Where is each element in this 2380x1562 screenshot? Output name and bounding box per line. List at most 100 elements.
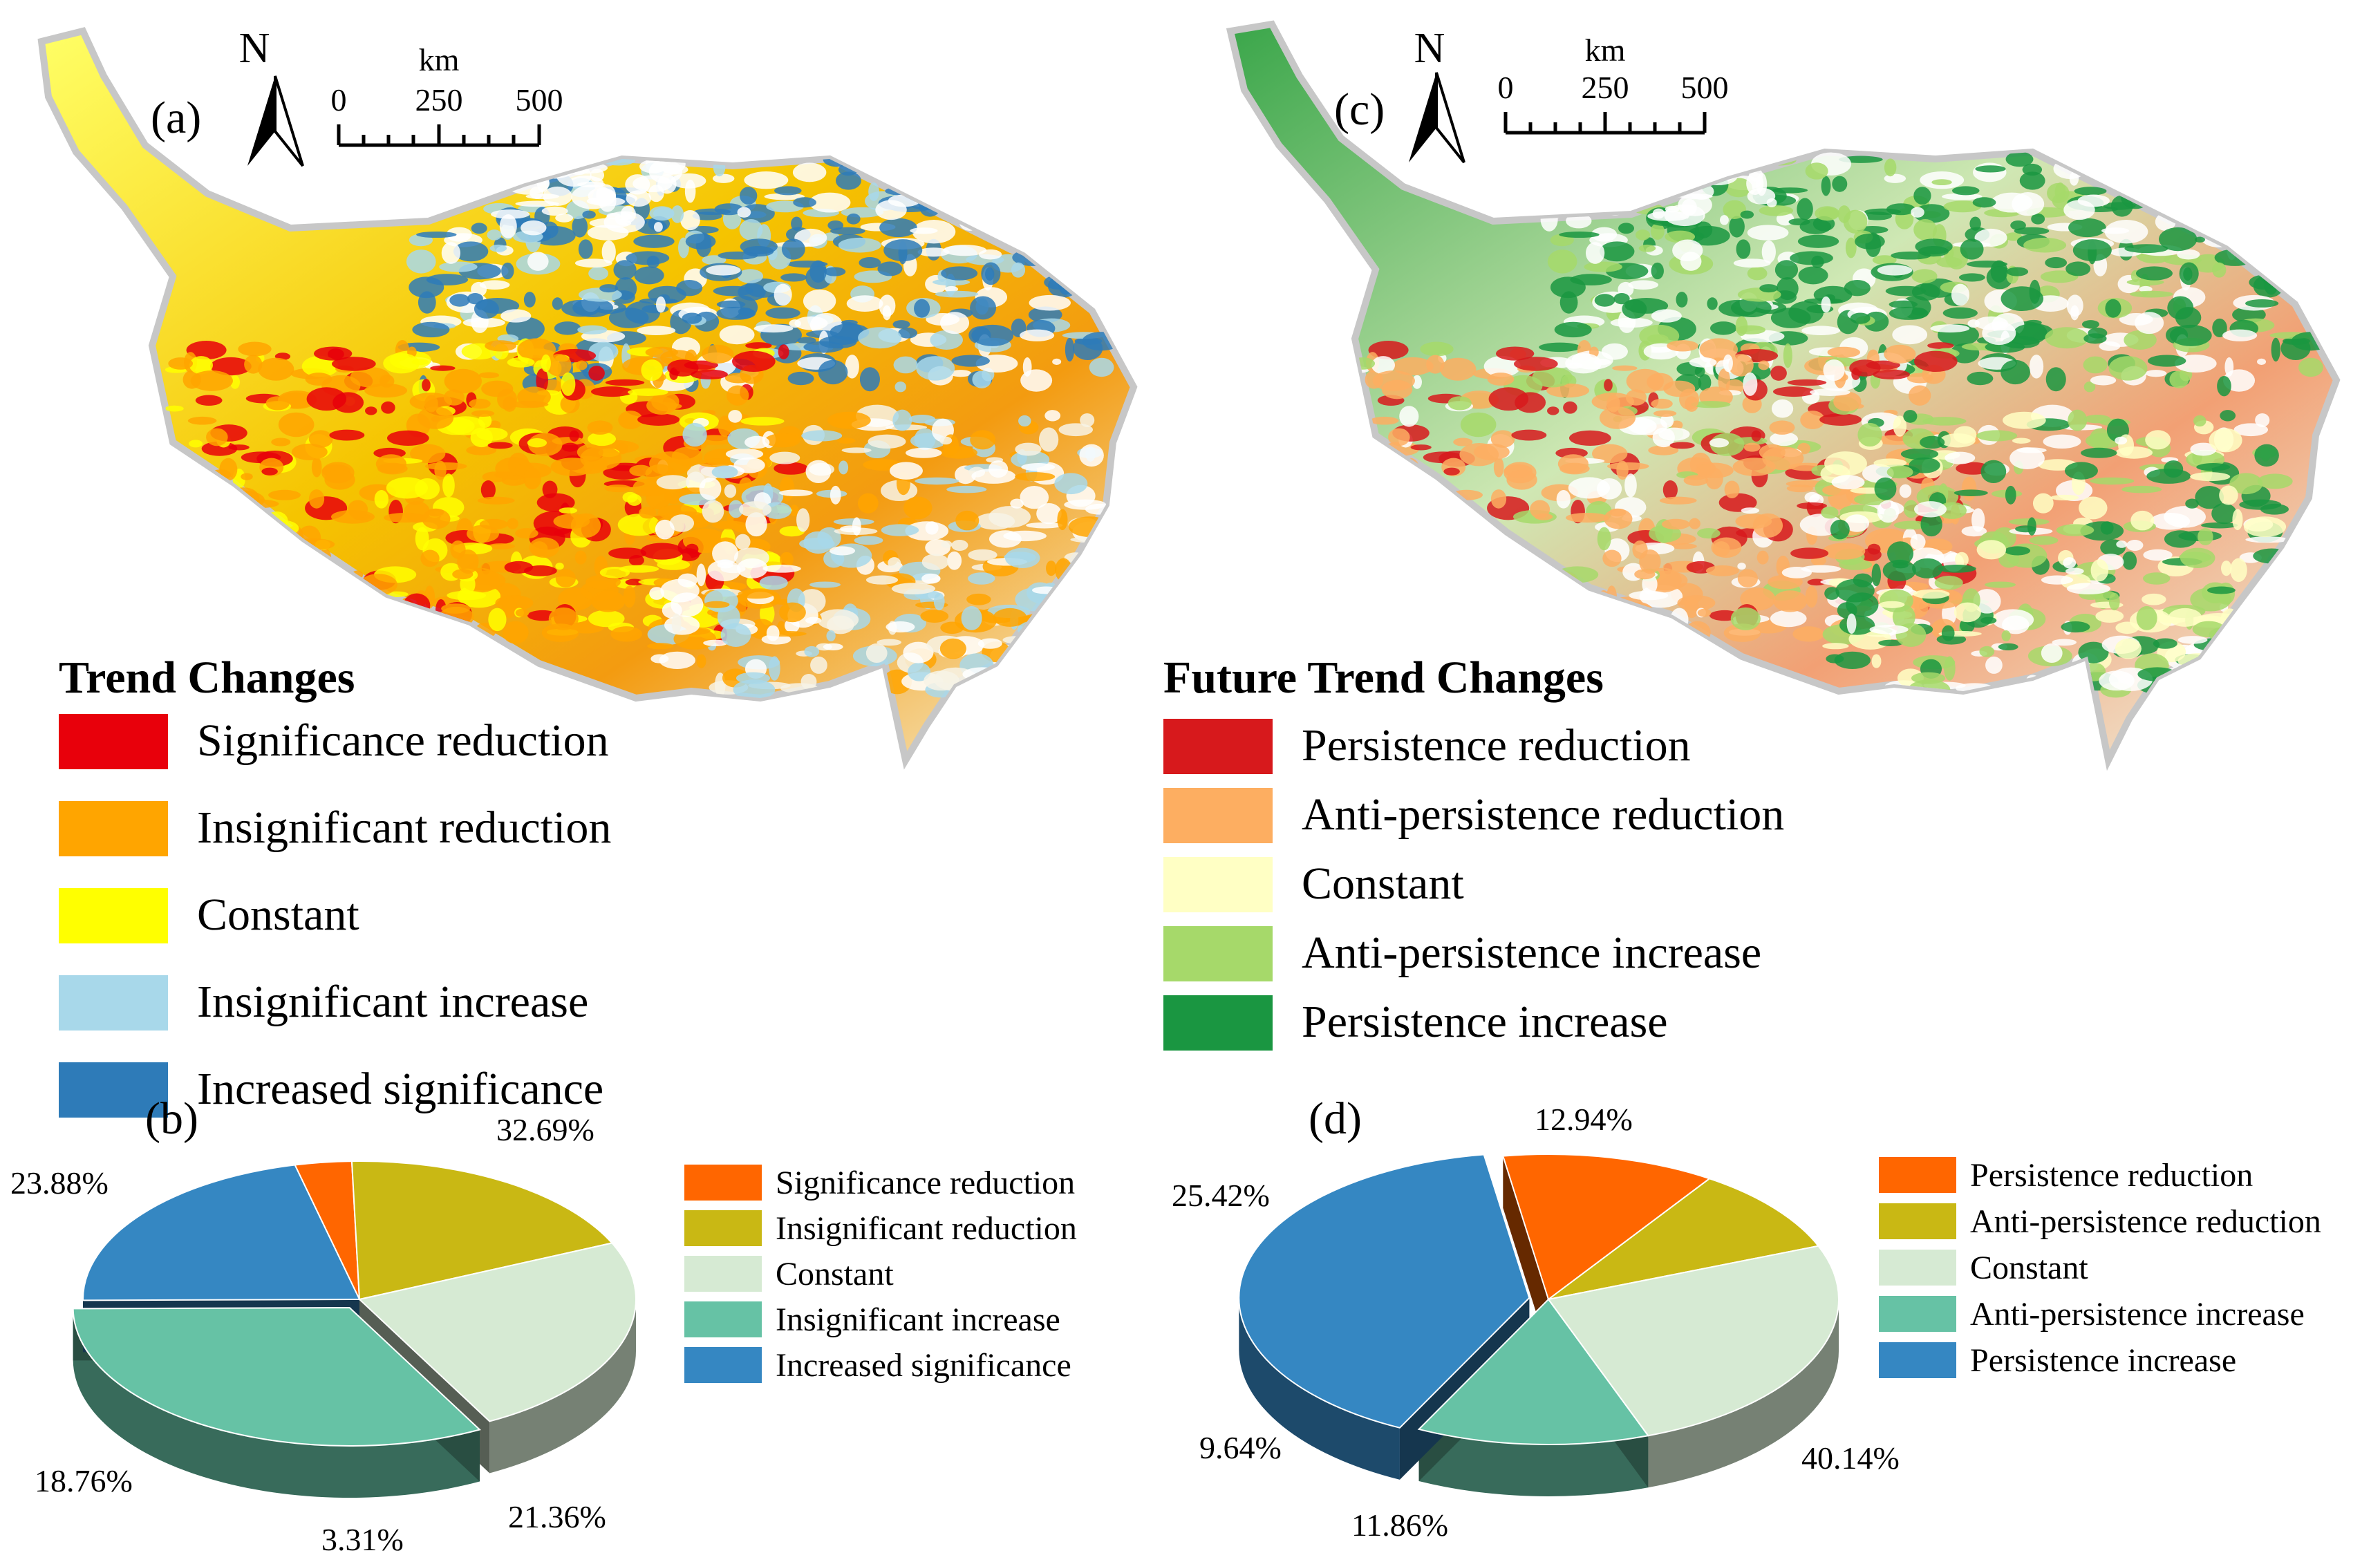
map-patch [1550,189,1570,211]
map-patch [908,415,936,424]
map-patch [2089,428,2111,451]
map-patch [847,684,858,691]
map-patch [1557,454,1589,474]
map-patch [1951,186,1980,196]
map-patch [947,551,962,570]
map-patch [374,490,389,509]
map-patch [970,430,996,450]
map-patch [1648,445,1679,455]
map-patch [158,547,198,565]
map-patch [877,261,903,276]
map-patch [1857,422,1882,447]
map-patch [2164,506,2206,528]
scale-tick-a-0: 0 [331,82,347,117]
map-patch [739,218,763,241]
map-patch [930,330,963,350]
map-patch [823,643,843,651]
map-patch [1026,522,1063,529]
map-patch [921,554,949,570]
map-patch [1063,200,1104,219]
map-patch [765,433,800,448]
map-patch [1679,388,1700,410]
map-patch [411,618,454,627]
map-patch [1652,427,1675,448]
pie-d-value-label-1: 9.64% [1199,1430,1282,1465]
map-patch [765,307,800,319]
map-patch [1920,435,1945,449]
map-patch [190,370,233,391]
map-patch [2291,332,2331,351]
map-patch [515,528,538,539]
pie-legend-b-swatch-3 [684,1301,762,1337]
map-patch [941,266,978,281]
pie-b-slice-wall [73,1308,480,1498]
map-patch [1624,473,1637,498]
map-patch [1990,260,2008,283]
map-patch [1766,198,1777,207]
map-patch [1371,356,1396,375]
map-patch [1488,387,1529,411]
map-patch [572,216,588,238]
map-patch [507,518,518,529]
map-patch [1083,655,1119,678]
scale-unit-c: km [1585,32,1626,68]
map-patch [1953,602,1981,623]
pie-d-slice-1 [1548,1178,1820,1300]
map-patch [1884,344,1916,364]
map-patch [2047,182,2070,203]
scale-bar-a [337,124,541,147]
map-patch [2296,156,2307,171]
map-patch [2136,605,2157,630]
map-patch [718,415,732,437]
map-patch [523,565,557,576]
map-patch [2029,279,2041,304]
map-patch [311,457,322,478]
map-patch [2249,187,2264,204]
map-patch [1730,298,1772,318]
map-patch [2079,496,2108,520]
map-patch [228,444,250,451]
map-patch [846,213,861,225]
map-patch [1568,477,1611,499]
map-patch [449,294,470,307]
map-patch [745,512,767,537]
map-patch [509,401,549,408]
map-patch [1453,437,1473,446]
map-patch [1583,161,1596,186]
map-patch [2294,247,2335,254]
map-patch [474,299,499,319]
map-patch [2056,524,2095,536]
map-patch [680,209,700,231]
map-patch [1592,444,1628,464]
map-patch [1533,570,1546,579]
map-patch [1850,312,1871,324]
map-patch [1025,675,1048,693]
map-patch [830,485,841,505]
map-patch [1490,489,1507,509]
map-patch [1559,231,1600,238]
map-patch [696,654,706,668]
map-patch [1913,204,1950,223]
map-patch [908,662,931,681]
map-patch [1040,214,1056,239]
map-patch [724,373,751,384]
map-patch [505,317,545,341]
map-patch [480,480,496,500]
map-patch [499,214,517,238]
map-patch [933,592,945,611]
map-patch [939,436,953,445]
map-patch [454,184,484,196]
map-patch [2229,473,2263,495]
map-patch [225,546,246,556]
map-patch [1638,244,1656,252]
pie-legend-b: Significance reduction Insignificant redu… [684,1165,1077,1384]
map-patch [2245,242,2287,250]
pie-legend-d-swatch-0 [1879,1157,1956,1193]
map-patch [971,324,1014,346]
pie-d-slice-wall [1239,1297,1400,1480]
map-patch [879,218,917,238]
map-patch [1893,520,1930,530]
map-patch [2174,203,2213,224]
map-patch [452,569,474,580]
map-patch [1079,444,1104,467]
